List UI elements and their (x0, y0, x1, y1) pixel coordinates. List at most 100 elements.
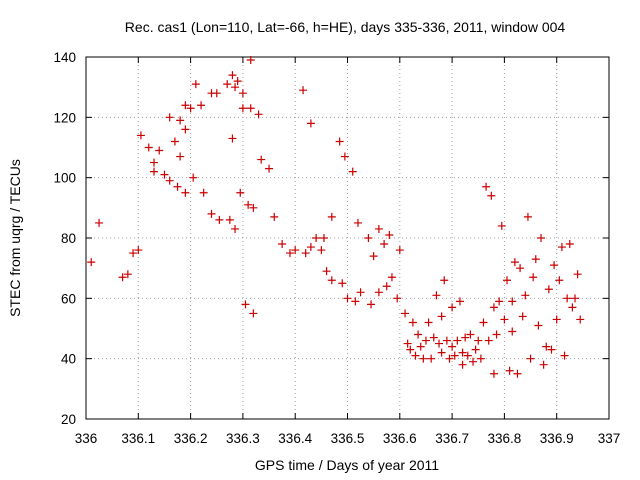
data-point (458, 360, 467, 369)
data-point (505, 366, 514, 375)
data-point (568, 303, 577, 312)
data-point (406, 345, 415, 354)
data-point (445, 354, 454, 363)
y-tick-label: 140 (53, 50, 76, 65)
data-point (403, 339, 412, 348)
x-tick-label: 336 (75, 431, 98, 446)
data-point (149, 158, 158, 167)
data-point (547, 345, 556, 354)
data-point (424, 318, 433, 327)
y-tick-label: 120 (53, 110, 76, 125)
data-point (197, 101, 206, 110)
data-point (301, 249, 310, 258)
data-point (414, 330, 423, 339)
data-point (254, 110, 263, 119)
data-point (134, 246, 143, 255)
data-point (544, 285, 553, 294)
data-point (238, 104, 247, 113)
data-point (453, 336, 462, 345)
data-point (395, 246, 404, 255)
data-point (95, 218, 104, 227)
data-point (571, 294, 580, 303)
data-point (353, 218, 362, 227)
x-tick-label: 336.5 (331, 431, 365, 446)
data-point (87, 258, 96, 267)
x-tick-label: 336.2 (174, 431, 208, 446)
data-point (448, 342, 457, 351)
data-point (526, 354, 535, 363)
data-point (322, 267, 331, 276)
data-point (270, 212, 279, 221)
data-point (181, 101, 190, 110)
data-point (555, 276, 564, 285)
data-point (518, 312, 527, 321)
data-point (455, 297, 464, 306)
data-point (364, 234, 373, 242)
data-point (327, 276, 336, 285)
data-point (343, 294, 352, 303)
data-point (503, 276, 512, 285)
y-tick-label: 100 (53, 171, 76, 186)
data-point (463, 351, 472, 360)
data-point (479, 318, 488, 327)
data-point (291, 246, 300, 255)
data-point (173, 182, 182, 191)
data-point (563, 294, 572, 303)
data-point (529, 273, 538, 282)
x-tick-label: 336.8 (488, 431, 522, 446)
data-point (411, 351, 420, 360)
data-point (461, 333, 470, 342)
data-point (542, 342, 551, 351)
data-point (312, 234, 321, 242)
data-point (565, 240, 574, 249)
data-point (367, 300, 376, 309)
data-point (442, 336, 451, 345)
data-point (489, 369, 498, 378)
data-point (427, 354, 436, 363)
data-point (401, 309, 410, 318)
data-point (560, 351, 569, 360)
data-point (238, 89, 247, 98)
data-point (176, 116, 185, 125)
data-point (257, 155, 266, 164)
data-point (450, 351, 459, 360)
data-point (495, 297, 504, 306)
data-point (207, 209, 216, 218)
data-point (170, 137, 179, 146)
data-point (471, 345, 480, 354)
data-point (191, 80, 200, 89)
data-point (246, 56, 255, 65)
data-point (421, 336, 430, 345)
data-point (500, 315, 509, 324)
data-point (160, 170, 169, 179)
data-point (351, 297, 360, 306)
data-point (215, 215, 224, 224)
chart-title: Rec. cas1 (Lon=110, Lat=-66, h=HE), days… (125, 19, 566, 35)
data-point (573, 270, 582, 279)
data-point (550, 261, 559, 270)
data-point (440, 276, 449, 285)
data-point (278, 240, 287, 249)
data-point (176, 152, 185, 161)
x-tick-label: 336.6 (383, 431, 417, 446)
data-point (387, 273, 396, 282)
data-point (497, 221, 506, 230)
data-point (534, 321, 543, 330)
data-points (87, 56, 585, 378)
data-point (317, 246, 326, 255)
data-point (241, 300, 250, 309)
data-point (513, 369, 522, 378)
data-point (165, 113, 174, 122)
data-point (416, 342, 425, 351)
data-point (155, 146, 164, 155)
data-point (374, 224, 383, 233)
data-point (539, 360, 548, 369)
data-point (369, 252, 378, 261)
data-point (231, 83, 240, 92)
x-tick-label: 336.7 (435, 431, 469, 446)
data-point (335, 137, 344, 146)
x-tick-label: 336.1 (121, 431, 155, 446)
data-point (419, 354, 428, 363)
data-point (233, 77, 242, 86)
